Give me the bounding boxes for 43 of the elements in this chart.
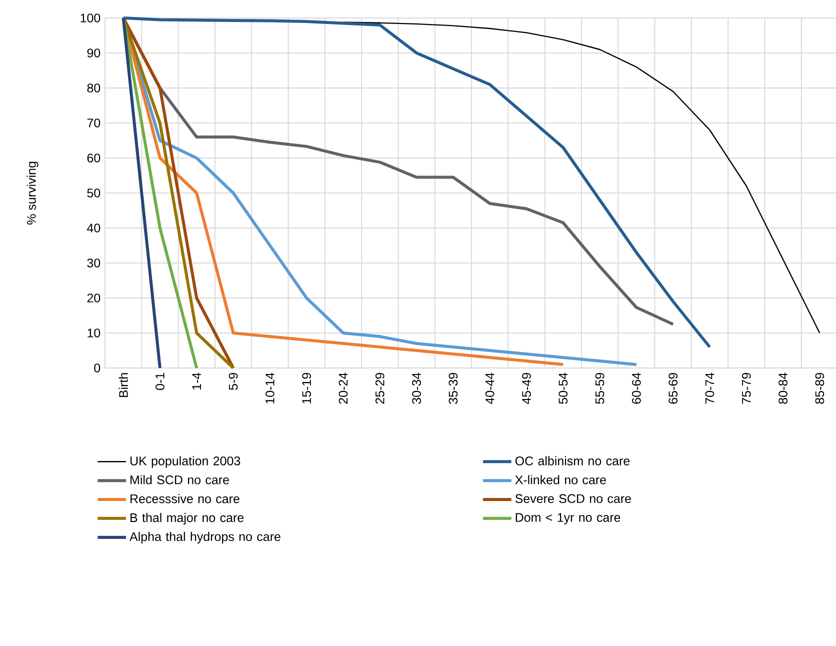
x-tick-label: 75-79 <box>742 372 751 404</box>
legend-label: Recesssive no care <box>130 494 240 504</box>
y-tick-label: 20 <box>87 294 100 302</box>
x-tick-label: 45-49 <box>522 372 531 404</box>
x-tick-label: Birth <box>118 373 128 398</box>
x-tick-label: 1-4 <box>192 372 201 390</box>
x-tick-label: 0-1 <box>156 372 164 390</box>
y-tick-label: 0 <box>94 364 100 372</box>
legend-label: B thal major no care <box>130 512 244 525</box>
y-tick-label: 70 <box>87 118 100 128</box>
legend-label: X-linked no care <box>515 475 606 484</box>
y-tick-label: 30 <box>87 258 100 268</box>
x-tick-label: 10-14 <box>265 372 274 404</box>
y-tick-label: 40 <box>87 224 100 232</box>
x-tick-label: 50-54 <box>558 372 568 404</box>
legend-label: UK population 2003 <box>130 456 240 468</box>
y-tick-label: 10 <box>88 328 100 338</box>
x-tick-label: 5-9 <box>228 372 238 390</box>
y-tick-label: 90 <box>87 48 100 58</box>
x-tick-label: 55-59 <box>595 372 604 404</box>
legend-label: OC albinism no care <box>515 456 630 466</box>
x-tick-label: 40-44 <box>485 372 494 404</box>
legend-label: Alpha thal hydrops no care <box>130 532 280 544</box>
x-tick-label: 20-24 <box>338 372 348 404</box>
line-series <box>122 16 235 370</box>
legend-label: Mild SCD no care <box>130 475 229 484</box>
y-tick-label: 50 <box>87 188 100 198</box>
x-tick-label: 30-34 <box>412 372 421 404</box>
y-tick-label: 80 <box>87 84 100 92</box>
line-series <box>342 22 820 334</box>
y-tick-label: 100 <box>80 14 100 22</box>
x-tick-label: 35-39 <box>448 372 458 404</box>
x-tick-label: 60-64 <box>632 372 641 404</box>
x-tick-label: 80-84 <box>778 372 788 404</box>
y-axis-title: % surviving <box>26 162 38 224</box>
x-tick-label: 70-74 <box>705 372 714 404</box>
x-tick-label: 65-69 <box>668 372 678 404</box>
y-tick-label: 60 <box>87 154 100 162</box>
legend-label: Dom < 1yr no care <box>516 513 620 524</box>
legend-label: Severe SCD no care <box>515 494 631 504</box>
x-tick-label: 15-19 <box>302 372 312 404</box>
x-tick-label: 25-29 <box>375 372 384 404</box>
x-tick-label: 85-89 <box>815 372 824 404</box>
